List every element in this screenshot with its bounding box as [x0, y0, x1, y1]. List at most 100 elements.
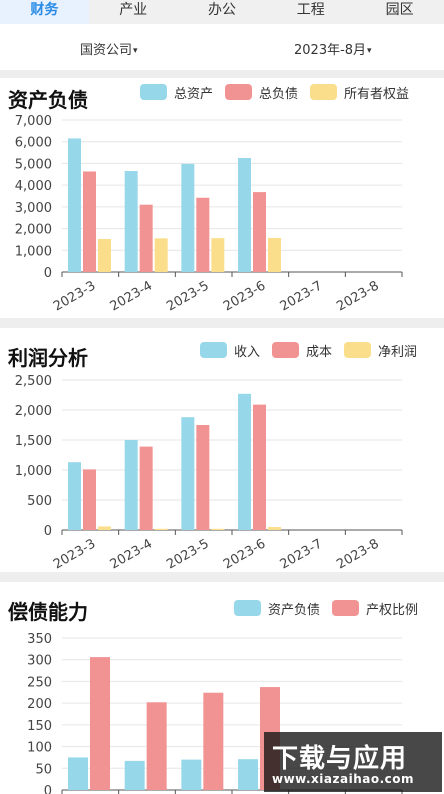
date-dropdown-label: 2023年-8月	[294, 43, 367, 58]
y-tick-label: 1,000	[15, 464, 52, 479]
bar-series-0-2023-6[interactable]	[238, 158, 251, 272]
x-tick-label: 2023-6	[221, 278, 268, 314]
section-title-profit: 利润分析	[8, 346, 88, 370]
section-title-solvency: 偿债能力	[8, 600, 88, 624]
bar-series-1-2023-6[interactable]	[253, 404, 266, 530]
legend-label: 成本	[306, 344, 333, 360]
watermark-logo: 下载与应用 www.xiazaihao.com	[264, 732, 442, 792]
legend-swatch	[225, 84, 253, 100]
bar-series-0-2023-4[interactable]	[124, 440, 138, 530]
legend-label: 产权比例	[366, 602, 419, 618]
legend-assets: 总资产 总负债 所有者权益	[128, 82, 409, 102]
legend-profit: 收入 成本 净利润	[188, 340, 417, 360]
legend-item-debt-ratio[interactable]: 资产负债	[234, 599, 320, 618]
bar-series-0-2023-6[interactable]	[238, 759, 258, 790]
y-tick-label: 3,000	[15, 201, 52, 216]
bar-series-1-2023-3[interactable]	[90, 657, 110, 790]
bar-series-2-2023-3[interactable]	[98, 526, 111, 530]
bar-series-0-2023-5[interactable]	[181, 417, 195, 530]
y-tick-label: 1,500	[15, 434, 52, 449]
bar-series-0-2023-4[interactable]	[124, 760, 145, 790]
legend-swatch	[272, 342, 300, 358]
bar-series-0-2023-5[interactable]	[181, 163, 195, 272]
legend-swatch	[344, 342, 372, 358]
bar-series-2-2023-5[interactable]	[211, 528, 225, 530]
bar-series-1-2023-5[interactable]	[196, 197, 210, 272]
legend-label: 净利润	[378, 344, 418, 360]
bar-series-2-2023-3[interactable]	[98, 238, 111, 272]
tab-engineering[interactable]: 工程	[296, 2, 325, 18]
bar-series-1-2023-4[interactable]	[146, 702, 167, 790]
bar-series-1-2023-5[interactable]	[203, 692, 224, 790]
bar-series-2-2023-4[interactable]	[154, 528, 168, 530]
bar-series-1-2023-6[interactable]	[253, 192, 266, 272]
bar-series-0-2023-6[interactable]	[238, 393, 251, 530]
legend-item-total-assets[interactable]: 总资产	[140, 83, 213, 102]
x-tick-label: 2023-6	[221, 536, 268, 572]
legend-solvency: 资产负债 产权比例	[222, 598, 418, 618]
top-tab-bar: 财务 产业 办公 工程 园区	[0, 0, 444, 24]
legend-label: 资产负债	[268, 602, 321, 618]
legend-swatch	[140, 84, 167, 100]
y-tick-label: 350	[27, 632, 52, 647]
tab-finance[interactable]: 财务	[0, 0, 89, 24]
assets-liabilities-card: 资产负债 总资产 总负债 所有者权益 0 1,000 2,000 3,000 4,000…	[0, 78, 444, 318]
legend-item-net-profit[interactable]: 净利润	[344, 341, 417, 360]
tab-industry[interactable]: 产业	[119, 2, 148, 18]
bar-series-0-2023-4[interactable]	[124, 171, 138, 272]
bar-series-1-2023-5[interactable]	[196, 425, 210, 530]
x-tick-label: 2023-4	[108, 278, 155, 314]
watermark-url: www.xiazaihao.com	[272, 772, 414, 786]
legend-item-total-liabilities[interactable]: 总负债	[225, 83, 298, 102]
tab-park[interactable]: 园区	[385, 2, 414, 18]
legend-item-revenue[interactable]: 收入	[200, 341, 260, 360]
section-divider	[0, 70, 444, 78]
legend-label: 总资产	[174, 86, 214, 102]
legend-item-equity-ratio[interactable]: 产权比例	[332, 599, 418, 618]
bar-series-2-2023-6[interactable]	[268, 527, 281, 530]
legend-label: 收入	[234, 344, 261, 360]
x-tick-label: 2023-5	[164, 278, 211, 314]
y-tick-label: 2,000	[15, 223, 52, 238]
bar-series-2-2023-5[interactable]	[211, 238, 225, 272]
y-tick-label: 50	[35, 762, 52, 777]
bar-series-1-2023-3[interactable]	[83, 171, 96, 272]
y-tick-label: 100	[27, 741, 52, 756]
y-tick-label: 250	[27, 675, 52, 690]
y-tick-label: 1,000	[15, 244, 52, 259]
y-tick-label: 150	[27, 719, 52, 734]
tab-office[interactable]: 办公	[207, 2, 236, 18]
x-tick-label: 2023-7	[278, 536, 325, 572]
bar-series-2-2023-4[interactable]	[154, 238, 168, 272]
bar-series-0-2023-5[interactable]	[181, 759, 202, 790]
legend-item-owner-equity[interactable]: 所有者权益	[310, 83, 409, 102]
chevron-down-icon: ▾	[133, 46, 138, 56]
y-tick-label: 6,000	[15, 136, 52, 151]
x-tick-label: 2023-4	[108, 536, 155, 572]
bar-series-1-2023-3[interactable]	[83, 469, 96, 530]
y-tick-label: 500	[27, 494, 52, 509]
bar-series-1-2023-4[interactable]	[139, 204, 153, 272]
legend-label: 所有者权益	[344, 86, 410, 102]
bar-series-2-2023-6[interactable]	[268, 237, 281, 272]
filter-bar: 国资公司▾ 2023年-8月▾	[0, 24, 444, 70]
section-divider	[0, 318, 444, 328]
bar-series-0-2023-3[interactable]	[68, 757, 88, 790]
x-tick-label: 2023-5	[164, 536, 211, 572]
profit-analysis-card: 利润分析 收入 成本 净利润 0 500 1,000 1,500 2,000 2,500 2…	[0, 328, 444, 572]
bar-series-1-2023-4[interactable]	[139, 446, 153, 530]
x-tick-label: 2023-7	[278, 278, 325, 314]
legend-swatch	[234, 600, 261, 616]
legend-item-cost[interactable]: 成本	[272, 341, 332, 360]
y-tick-label: 2,500	[15, 374, 52, 389]
company-dropdown[interactable]: 国资公司▾	[80, 39, 138, 58]
y-tick-label: 300	[27, 654, 52, 669]
bar-series-0-2023-3[interactable]	[68, 462, 81, 530]
watermark-title: 下载与应用	[272, 744, 408, 774]
bar-series-0-2023-3[interactable]	[68, 138, 81, 272]
date-dropdown[interactable]: 2023年-8月▾	[294, 39, 372, 58]
legend-swatch	[332, 600, 360, 616]
y-tick-label: 0	[44, 784, 52, 794]
x-tick-label: 2023-8	[334, 536, 381, 572]
legend-swatch	[310, 84, 338, 100]
